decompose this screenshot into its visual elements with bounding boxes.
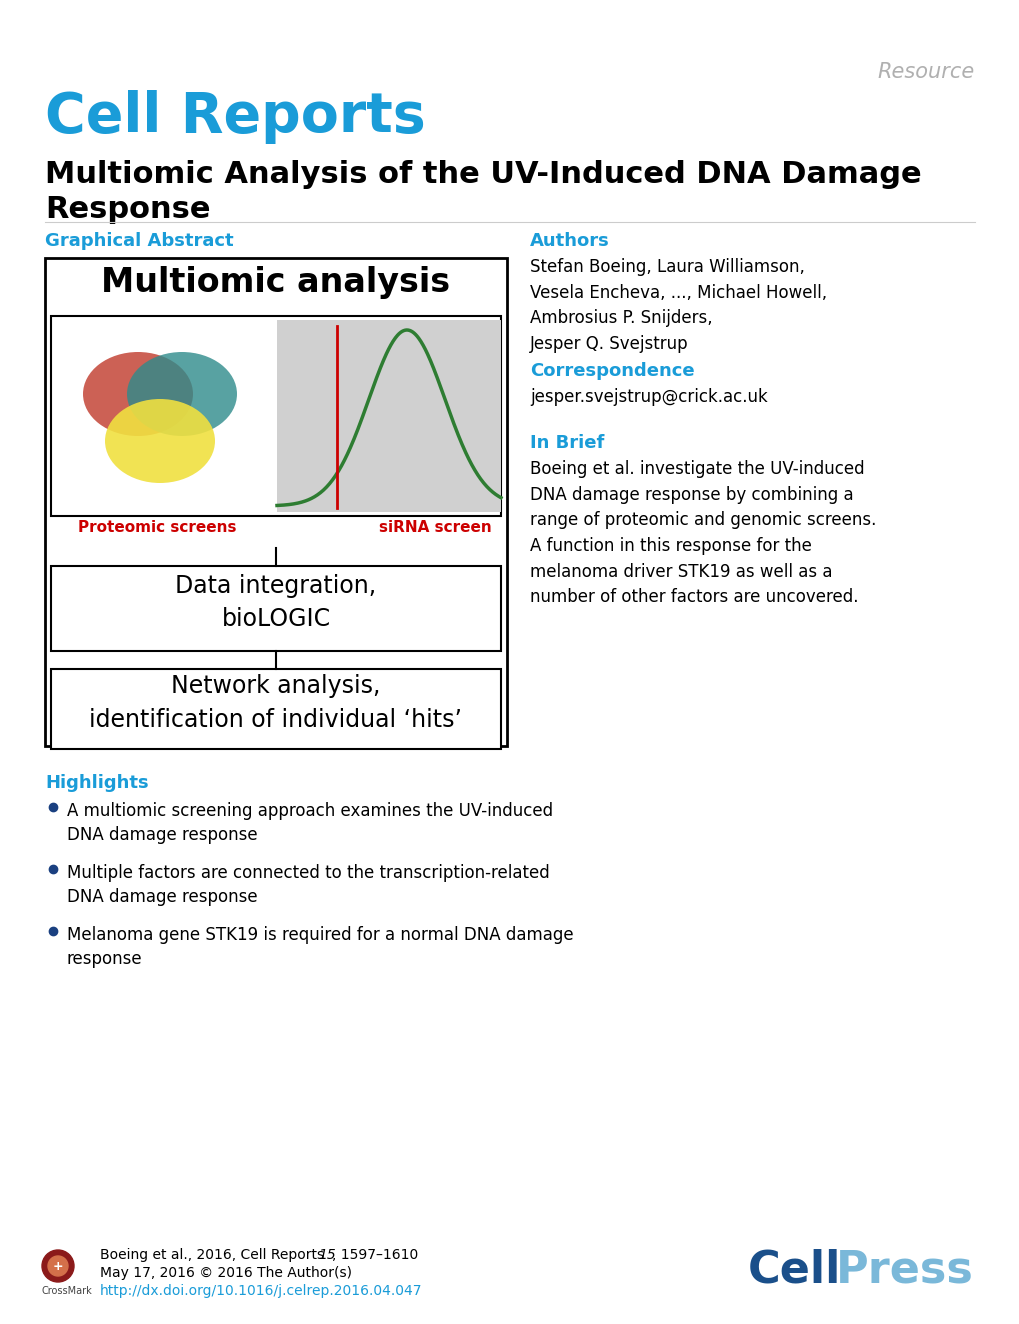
Text: Correspondence: Correspondence (530, 361, 694, 380)
Text: Stefan Boeing, Laura Williamson,
Vesela Encheva, ..., Michael Howell,
Ambrosius : Stefan Boeing, Laura Williamson, Vesela … (530, 258, 826, 354)
Text: siRNA screen: siRNA screen (378, 520, 491, 535)
Text: Melanoma gene STK19 is required for a normal DNA damage
response: Melanoma gene STK19 is required for a no… (67, 925, 573, 968)
Text: Cell: Cell (747, 1249, 841, 1291)
Text: 15: 15 (318, 1249, 335, 1262)
Circle shape (48, 1256, 68, 1276)
Text: Data integration,
bioLOGIC: Data integration, bioLOGIC (175, 573, 376, 632)
Text: In Brief: In Brief (530, 434, 604, 451)
Text: Resource: Resource (877, 62, 974, 82)
Text: +: + (53, 1259, 63, 1272)
Text: Multiomic Analysis of the UV-Induced DNA Damage
Response: Multiomic Analysis of the UV-Induced DNA… (45, 160, 921, 224)
Bar (277, 320, 500, 512)
Circle shape (42, 1250, 74, 1282)
Text: Multiple factors are connected to the transcription-related
DNA damage response: Multiple factors are connected to the tr… (67, 865, 549, 907)
Text: Boeing et al. investigate the UV-induced
DNA damage response by combining a
rang: Boeing et al. investigate the UV-induced… (530, 459, 875, 606)
Text: http://dx.doi.org/10.1016/j.celrep.2016.04.047: http://dx.doi.org/10.1016/j.celrep.2016.… (100, 1284, 422, 1298)
Text: Multiomic analysis: Multiomic analysis (101, 266, 450, 299)
Bar (51, 565, 500, 651)
Ellipse shape (105, 399, 215, 483)
Text: Press: Press (836, 1249, 973, 1291)
Ellipse shape (83, 352, 193, 436)
Ellipse shape (127, 352, 236, 436)
Text: Proteomic screens: Proteomic screens (77, 520, 236, 535)
Text: Cell Reports: Cell Reports (45, 90, 425, 144)
Text: A multiomic screening approach examines the UV-induced
DNA damage response: A multiomic screening approach examines … (67, 802, 552, 845)
Text: Boeing et al., 2016, Cell Reports: Boeing et al., 2016, Cell Reports (100, 1249, 328, 1262)
Text: Network analysis,
identification of individual ‘hits’: Network analysis, identification of indi… (90, 674, 462, 732)
Bar (45, 258, 506, 745)
Text: Highlights: Highlights (45, 775, 149, 792)
Text: CrossMark: CrossMark (42, 1286, 93, 1296)
Bar (51, 316, 500, 516)
Text: Graphical Abstract: Graphical Abstract (45, 232, 233, 250)
Text: Authors: Authors (530, 232, 609, 250)
Bar (51, 669, 500, 749)
Text: , 1597–1610: , 1597–1610 (331, 1249, 418, 1262)
Text: jesper.svejstrup@crick.ac.uk: jesper.svejstrup@crick.ac.uk (530, 388, 767, 406)
Text: May 17, 2016 © 2016 The Author(s): May 17, 2016 © 2016 The Author(s) (100, 1266, 352, 1280)
